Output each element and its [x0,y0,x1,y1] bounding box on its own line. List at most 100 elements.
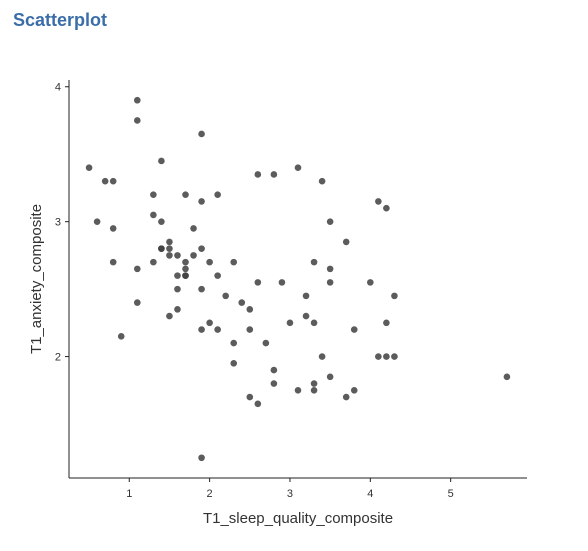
data-point [254,171,262,178]
data-point [294,387,302,394]
data-point [270,380,278,387]
data-point [214,326,221,333]
data-point [198,454,205,462]
data-point [391,292,398,300]
data-point [158,157,165,165]
data-point [503,373,511,381]
y-tick-label: 4 [55,82,61,94]
data-point [350,387,358,394]
data-point [198,245,205,252]
data-point [246,326,254,333]
data-point [383,353,390,360]
data-point [109,225,117,232]
data-point [150,211,157,219]
data-point [117,333,125,340]
data-point [246,306,254,313]
data-point [302,292,310,300]
data-point [198,198,205,205]
data-point [206,258,213,266]
data-points [85,96,511,462]
data-point [246,393,254,401]
data-point [166,252,173,259]
data-point [391,353,398,360]
data-point [150,191,157,198]
data-point [367,279,374,286]
data-point [326,373,334,381]
data-point [262,339,270,347]
data-point [214,191,221,198]
data-point [174,252,181,259]
data-point [133,96,141,104]
data-point [238,299,246,306]
data-point [230,258,238,266]
data-point [350,326,358,333]
page-title: Scatterplot [13,10,108,30]
data-point [310,319,318,327]
y-tick-label: 2 [55,352,61,364]
data-point [383,319,390,327]
data-point [310,258,318,266]
data-point [93,218,101,225]
x-axis-label: T1_sleep_quality_composite [203,510,393,527]
data-point [310,380,318,387]
data-point [109,177,117,185]
data-point [182,265,189,273]
data-point [294,164,302,171]
data-point [190,252,197,259]
x-tick-label: 1 [126,488,132,500]
data-point [174,285,181,293]
y-axis-label: T1_anxiety_composite [28,204,45,354]
data-point [310,387,318,394]
data-point [222,292,229,300]
data-point [270,366,278,374]
data-point [318,177,326,185]
data-point [158,245,165,252]
data-point [133,299,141,306]
axes: 1 2 3 4 5 2 3 4 [55,80,527,500]
data-point [254,400,262,408]
data-point [182,191,189,198]
data-point [174,306,181,313]
data-point [254,279,262,286]
data-point [150,258,157,266]
data-point [198,130,205,138]
data-point [286,319,294,327]
data-point [214,272,221,279]
data-point [206,319,213,327]
x-tick-label: 4 [367,488,373,500]
data-point [383,204,390,212]
data-point [174,272,181,279]
data-point [190,225,197,232]
data-point [278,279,286,286]
x-tick-label: 3 [287,488,293,500]
data-point [230,360,238,367]
data-point [198,326,205,333]
data-point [182,272,189,279]
y-tick-label: 3 [55,217,61,229]
data-point [198,285,205,293]
data-point [166,238,173,246]
data-point [101,177,109,185]
data-point [230,339,238,347]
data-point [270,171,278,178]
data-point [375,353,382,360]
data-point [133,117,141,124]
data-point [133,265,141,273]
data-point [326,279,334,286]
data-point [318,353,326,360]
data-point [166,245,173,252]
data-point [182,258,189,266]
x-tick-label: 5 [448,488,454,500]
data-point [375,198,382,205]
data-point [109,258,117,266]
data-point [166,312,173,320]
data-point [342,238,350,246]
data-point [326,218,334,225]
data-point [158,218,165,225]
data-point [302,312,310,320]
data-point [326,265,334,273]
x-tick-label: 2 [207,488,213,500]
data-point [342,393,350,401]
data-point [85,164,93,171]
